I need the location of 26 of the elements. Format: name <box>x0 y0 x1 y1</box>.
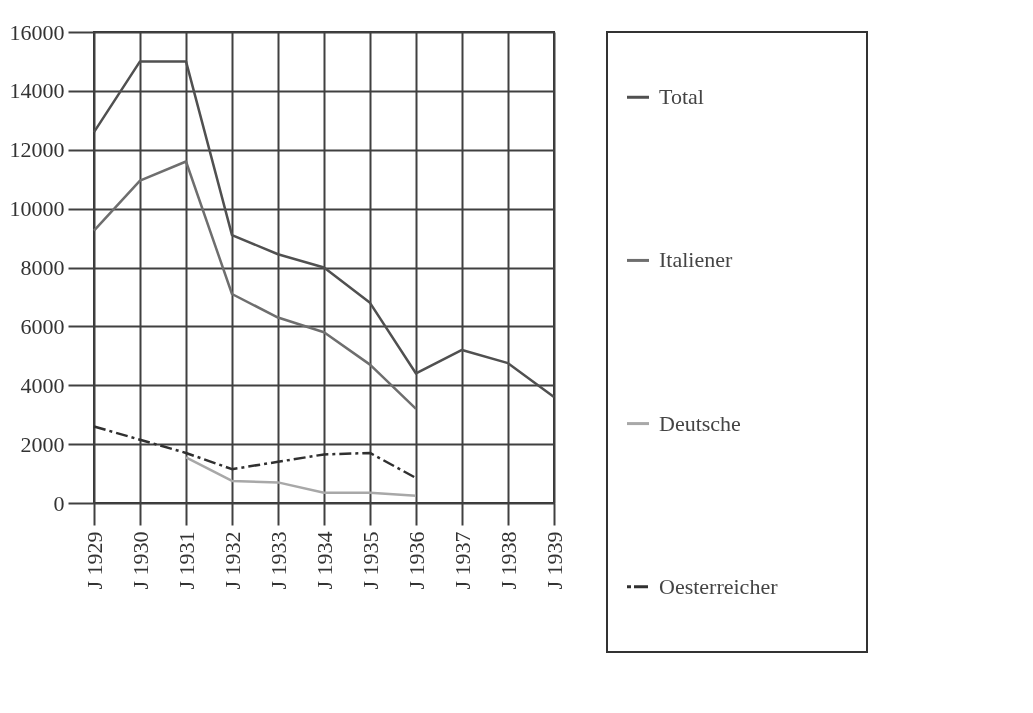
legend-label: Italiener <box>659 247 733 273</box>
y-tick-label: 16000 <box>9 19 65 45</box>
y-tick-label: 6000 <box>20 313 65 339</box>
x-tick-label: J 1931 <box>173 531 199 590</box>
y-tick-label: 0 <box>53 490 65 516</box>
legend-label: Deutsche <box>659 410 741 436</box>
x-tick-label: J 1938 <box>495 531 521 590</box>
x-tick-label: J 1939 <box>541 531 567 590</box>
y-tick-label: 12000 <box>9 137 65 163</box>
y-tick-label: 8000 <box>20 255 65 280</box>
y-tick-label: 4000 <box>20 372 65 398</box>
y-tick-label: 10000 <box>9 196 65 222</box>
y-tick-label: 2000 <box>20 431 65 457</box>
x-tick-label: J 1937 <box>449 531 475 590</box>
legend-label: Oesterreicher <box>659 573 779 599</box>
line-series <box>92 160 418 411</box>
x-tick-label: J 1932 <box>219 531 245 590</box>
legend-label: Total <box>659 84 704 110</box>
x-tick-label: J 1935 <box>357 531 383 590</box>
x-tick-label: J 1936 <box>403 531 429 590</box>
x-tick-label: J 1930 <box>127 531 153 590</box>
x-tick-label: J 1934 <box>311 531 337 590</box>
x-tick-label: J 1933 <box>265 531 291 590</box>
line-series <box>184 456 418 497</box>
y-tick-label: 14000 <box>9 78 65 104</box>
x-tick-label: J 1929 <box>81 531 107 590</box>
